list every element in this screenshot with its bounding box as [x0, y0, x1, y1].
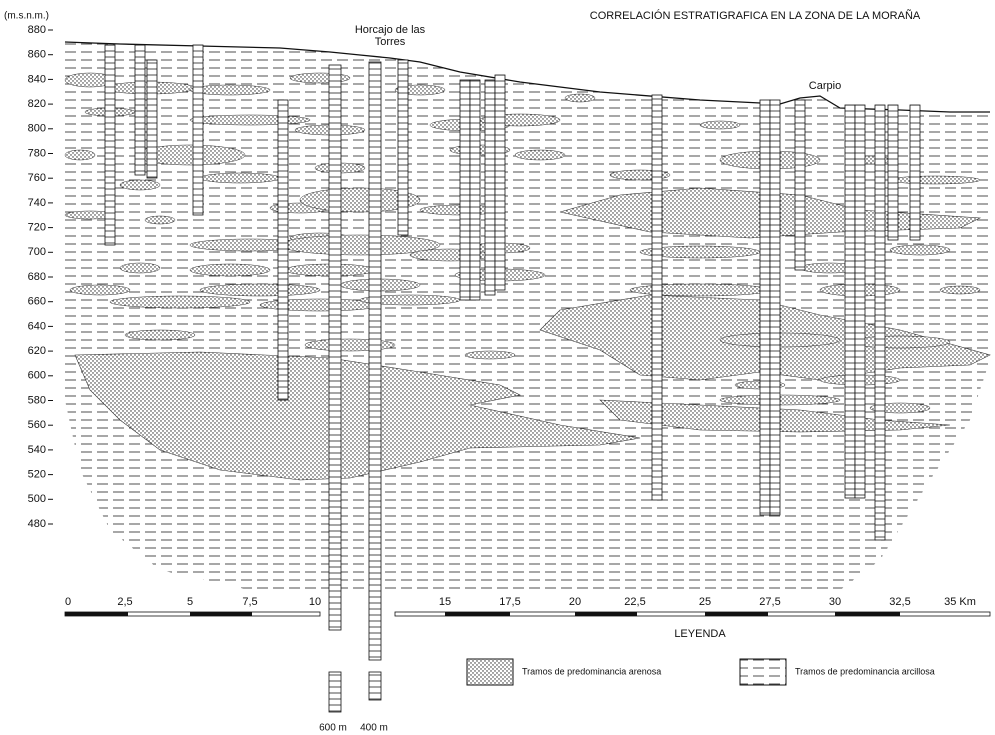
borehole	[193, 45, 203, 215]
sand-lens	[65, 150, 95, 160]
y-tick-label: 620	[28, 345, 46, 357]
sand-lens	[120, 263, 160, 273]
y-tick-label: 480	[28, 518, 46, 530]
borehole	[845, 105, 855, 498]
sand-lens	[200, 284, 320, 296]
borehole	[398, 60, 408, 235]
borehole	[105, 45, 115, 245]
borehole-depth: 600 m	[319, 723, 347, 734]
borehole	[495, 75, 505, 290]
scale-label: 17,5	[499, 596, 520, 608]
scale-label: 20	[569, 596, 581, 608]
borehole	[795, 100, 805, 270]
scale-label: 27,5	[759, 596, 780, 608]
place-label: Carpio	[809, 80, 841, 92]
diagram: CORRELACIÓN ESTRATIGRAFICA EN LA ZONA DE…	[0, 0, 995, 735]
y-tick-label: 880	[28, 24, 46, 36]
legend-label: Tramos de predominancia arenosa	[522, 666, 661, 676]
sand-lens	[200, 173, 280, 183]
y-tick-label: 520	[28, 469, 46, 481]
page: CORRELACIÓN ESTRATIGRAFICA EN LA ZONA DE…	[0, 0, 995, 735]
borehole	[888, 105, 898, 240]
sand-lens	[940, 286, 980, 294]
sand-lens	[145, 216, 175, 224]
scale-segment	[445, 612, 510, 616]
scale-segment	[705, 612, 768, 616]
borehole	[770, 100, 780, 515]
scale-label: 2,5	[117, 596, 132, 608]
sand-lens	[890, 245, 950, 255]
scale-label: 5	[187, 596, 193, 608]
y-tick-label: 600	[28, 370, 46, 382]
sand-lens	[890, 176, 980, 184]
borehole	[855, 105, 865, 498]
borehole	[369, 672, 381, 700]
sand-lens	[190, 115, 310, 125]
sand-lens	[110, 296, 250, 308]
scale-label: 32,5	[889, 596, 910, 608]
axis-unit: (m.s.n.m.)	[4, 11, 49, 22]
scale-label: 25	[699, 596, 711, 608]
sand-lens	[70, 285, 130, 295]
scale-label: 22,5	[624, 596, 645, 608]
sand-lens	[700, 121, 740, 129]
sand-lens	[305, 339, 395, 351]
title: CORRELACIÓN ESTRATIGRAFICA EN LA ZONA DE…	[590, 9, 921, 22]
sand-lens	[515, 150, 565, 160]
scale-segment	[65, 612, 128, 616]
borehole	[329, 65, 341, 630]
borehole	[485, 80, 495, 295]
scale-segment	[575, 612, 637, 616]
borehole	[369, 62, 381, 660]
borehole	[278, 100, 288, 400]
legend-swatch-clay	[740, 659, 786, 685]
scale-label: 35 Km	[944, 596, 976, 608]
borehole	[910, 105, 920, 240]
sand-lens	[630, 284, 770, 296]
legend-swatch-sand	[467, 659, 513, 685]
y-tick-label: 740	[28, 197, 46, 209]
borehole-depth: 400 m	[360, 723, 388, 734]
y-tick-label: 800	[28, 123, 46, 135]
y-tick-label: 700	[28, 246, 46, 258]
sand-lens	[190, 264, 270, 276]
y-tick-label: 680	[28, 271, 46, 283]
y-tick-label: 580	[28, 394, 46, 406]
borehole	[875, 105, 885, 540]
y-tick-label: 860	[28, 49, 46, 61]
sand-lens	[120, 180, 160, 190]
y-tick-label: 820	[28, 98, 46, 110]
scale-label: 30	[829, 596, 841, 608]
place-label: Horcajo de las Torres	[345, 24, 435, 48]
sand-lens	[125, 330, 195, 340]
y-tick-label: 760	[28, 172, 46, 184]
borehole	[460, 80, 470, 300]
scale-segment	[190, 612, 252, 616]
y-tick-label: 640	[28, 320, 46, 332]
borehole	[329, 672, 341, 712]
y-tick-label: 840	[28, 73, 46, 85]
borehole	[147, 60, 157, 178]
sand-lens	[565, 94, 595, 102]
legend-label: Tramos de predominancia arcillosa	[795, 666, 935, 676]
scale-label: 10	[309, 596, 321, 608]
y-tick-label: 560	[28, 419, 46, 431]
scale-segment	[835, 612, 900, 616]
legend-title: LEYENDA	[674, 628, 726, 640]
y-tick-label: 720	[28, 222, 46, 234]
sand-lens	[465, 351, 515, 359]
scale-label: 0	[65, 596, 71, 608]
borehole	[652, 95, 662, 500]
scale-label: 7,5	[242, 596, 257, 608]
y-tick-label: 500	[28, 493, 46, 505]
borehole	[470, 80, 480, 300]
y-tick-label: 780	[28, 147, 46, 159]
borehole	[135, 45, 145, 175]
scale-label: 15	[439, 596, 451, 608]
borehole	[760, 100, 770, 515]
y-tick-label: 540	[28, 444, 46, 456]
y-tick-label: 660	[28, 296, 46, 308]
